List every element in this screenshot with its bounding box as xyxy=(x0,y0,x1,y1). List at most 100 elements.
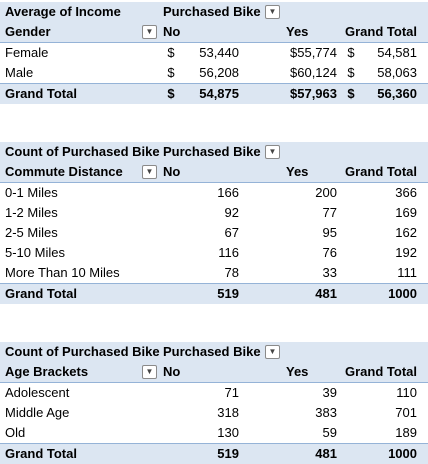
row-label: 2-5 Miles xyxy=(5,225,58,240)
column-header-no: No xyxy=(163,24,181,39)
cell-yes: 59 xyxy=(322,425,337,440)
row-filter-dropdown[interactable]: ▼ xyxy=(142,365,157,379)
cell-grand-total: 58,063 xyxy=(377,65,417,80)
cell-yes: 200 xyxy=(315,185,337,200)
column-header-grand-total: Grand Total xyxy=(345,24,417,39)
table-row[interactable]: Middle Age 318 383 701 xyxy=(0,403,428,423)
cell-grand-total: 111 xyxy=(397,265,417,280)
table-row[interactable]: More Than 10 Miles 78 33 111 xyxy=(0,263,428,283)
cell-yes: 481 xyxy=(315,446,337,461)
column-filter-dropdown[interactable]: ▼ xyxy=(265,345,280,359)
table-row[interactable]: 5-10 Miles 116 76 192 xyxy=(0,243,428,263)
cell-no: 53,440 xyxy=(199,45,239,60)
cell-no: 67 xyxy=(224,225,239,240)
cell-no: 318 xyxy=(217,405,239,420)
table-row[interactable]: 1-2 Miles 92 77 169 xyxy=(0,203,428,223)
row-label: Grand Total xyxy=(5,446,77,461)
pivot-column-header-row: Age Brackets ▼ No Yes Grand Total xyxy=(0,362,428,383)
row-label: More Than 10 Miles xyxy=(5,265,120,280)
cell-grand-total: 189 xyxy=(395,425,417,440)
grand-total-row[interactable]: Grand Total $ 54,875 $57,963 $ 56,360 xyxy=(0,83,428,104)
cell-no: 54,875 xyxy=(199,86,239,101)
cell-grand-total: 54,581 xyxy=(377,45,417,60)
row-label: Grand Total xyxy=(5,86,77,101)
value-field-label: Count of Purchased Bike xyxy=(5,344,160,359)
cell-grand-total: 110 xyxy=(396,385,417,400)
row-label: Old xyxy=(5,425,26,440)
cell-no: 519 xyxy=(217,446,239,461)
age-pivot-table: Count of Purchased Bike Purchased Bike ▼… xyxy=(0,342,428,464)
chevron-down-icon: ▼ xyxy=(145,367,154,376)
cell-grand-total: 1000 xyxy=(388,446,417,461)
table-row[interactable]: 0-1 Miles 166 200 366 xyxy=(0,183,428,203)
column-header-yes: Yes xyxy=(286,364,309,379)
table-row[interactable]: Old 130 59 189 xyxy=(0,423,428,443)
table-row[interactable]: Adolescent 71 39 110 xyxy=(0,383,428,403)
cell-yes: $60,124 xyxy=(290,65,337,80)
cell-yes: 77 xyxy=(322,205,337,220)
cell-grand-total: 1000 xyxy=(388,286,417,301)
cell-no: 519 xyxy=(217,286,239,301)
chevron-down-icon: ▼ xyxy=(268,347,277,356)
pivot-header-row: Count of Purchased Bike Purchased Bike ▼ xyxy=(0,142,428,162)
column-header-grand-total: Grand Total xyxy=(345,164,417,179)
row-label: Male xyxy=(5,65,34,80)
cell-no: 71 xyxy=(224,385,239,400)
column-filter-dropdown[interactable]: ▼ xyxy=(265,5,280,19)
cell-grand-total: 169 xyxy=(395,205,417,220)
table-row[interactable]: 2-5 Miles 67 95 162 xyxy=(0,223,428,243)
cell-grand-total: 192 xyxy=(395,245,417,260)
commute-pivot-table: Count of Purchased Bike Purchased Bike ▼… xyxy=(0,142,428,304)
value-field-label: Average of Income xyxy=(5,4,121,19)
currency-symbol: $ xyxy=(347,86,355,101)
pivot-column-header-row: Gender ▼ No Yes Grand Total xyxy=(0,22,428,43)
currency-symbol: $ xyxy=(347,45,355,60)
row-label: 5-10 Miles xyxy=(5,245,65,260)
cell-no: 78 xyxy=(224,265,239,280)
chevron-down-icon: ▼ xyxy=(145,27,154,36)
cell-grand-total: 56,360 xyxy=(377,86,417,101)
cell-no: 56,208 xyxy=(199,65,239,80)
cell-yes: 39 xyxy=(322,385,337,400)
currency-symbol: $ xyxy=(167,45,175,60)
income-pivot-table: Average of Income Purchased Bike ▼ Gende… xyxy=(0,2,428,104)
cell-grand-total: 162 xyxy=(395,225,417,240)
cell-yes: 95 xyxy=(322,225,337,240)
column-header-yes: Yes xyxy=(286,164,309,179)
grand-total-row[interactable]: Grand Total 519 481 1000 xyxy=(0,443,428,464)
row-field-label: Gender xyxy=(5,24,51,39)
row-field-label: Age Brackets xyxy=(5,364,89,379)
currency-symbol: $ xyxy=(167,65,175,80)
row-label: Adolescent xyxy=(5,385,70,400)
row-label: Middle Age xyxy=(5,405,70,420)
cell-yes: 481 xyxy=(315,286,337,301)
pivot-header-row: Count of Purchased Bike Purchased Bike ▼ xyxy=(0,342,428,362)
cell-yes: $57,963 xyxy=(290,86,337,101)
currency-symbol: $ xyxy=(167,86,175,101)
value-field-label: Count of Purchased Bike xyxy=(5,144,160,159)
grand-total-row[interactable]: Grand Total 519 481 1000 xyxy=(0,283,428,304)
cell-no: 130 xyxy=(217,425,239,440)
cell-no: 166 xyxy=(217,185,239,200)
cell-yes: 33 xyxy=(322,265,337,280)
cell-no: 116 xyxy=(218,245,239,260)
table-row[interactable]: Male $ 56,208 $60,124 $ 58,063 xyxy=(0,63,428,83)
column-field-label: Purchased Bike xyxy=(163,4,261,19)
row-filter-dropdown[interactable]: ▼ xyxy=(142,165,157,179)
cell-no: 92 xyxy=(224,205,239,220)
row-label: Female xyxy=(5,45,49,60)
row-label: Grand Total xyxy=(5,286,77,301)
row-label: 0-1 Miles xyxy=(5,185,58,200)
column-filter-dropdown[interactable]: ▼ xyxy=(265,145,280,159)
column-field-label: Purchased Bike xyxy=(163,144,261,159)
currency-symbol: $ xyxy=(347,65,355,80)
table-row[interactable]: Female $ 53,440 $55,774 $ 54,581 xyxy=(0,43,428,63)
pivot-header-row: Average of Income Purchased Bike ▼ xyxy=(0,2,428,22)
row-filter-dropdown[interactable]: ▼ xyxy=(142,25,157,39)
column-header-no: No xyxy=(163,364,181,379)
column-field-label: Purchased Bike xyxy=(163,344,261,359)
row-label: 1-2 Miles xyxy=(5,205,58,220)
cell-grand-total: 366 xyxy=(395,185,417,200)
row-field-label: Commute Distance xyxy=(5,164,123,179)
cell-yes: $55,774 xyxy=(290,45,337,60)
